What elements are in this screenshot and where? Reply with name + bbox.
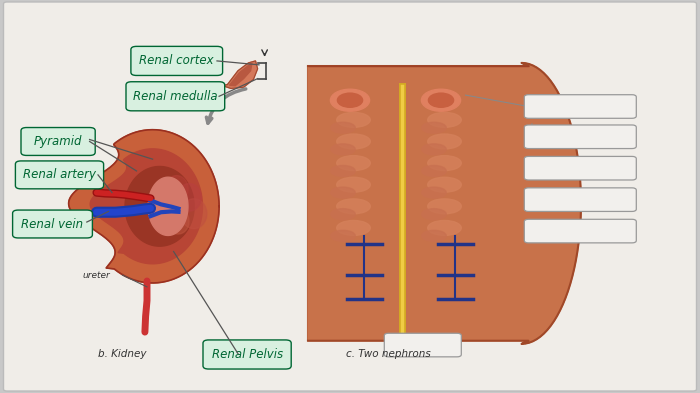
Polygon shape: [181, 199, 207, 229]
Polygon shape: [308, 63, 581, 344]
Ellipse shape: [421, 122, 447, 133]
Polygon shape: [167, 209, 189, 234]
Polygon shape: [230, 63, 252, 86]
Ellipse shape: [421, 165, 447, 176]
Polygon shape: [223, 61, 258, 88]
FancyBboxPatch shape: [13, 210, 92, 238]
Text: Renal artery: Renal artery: [23, 168, 96, 182]
Ellipse shape: [428, 134, 461, 149]
Ellipse shape: [428, 156, 461, 171]
Ellipse shape: [337, 112, 370, 127]
Polygon shape: [69, 130, 219, 283]
Circle shape: [330, 89, 370, 111]
Ellipse shape: [421, 144, 447, 155]
FancyBboxPatch shape: [524, 125, 636, 149]
Ellipse shape: [330, 122, 355, 133]
Circle shape: [421, 89, 461, 111]
Text: Renal vein: Renal vein: [22, 217, 83, 231]
FancyBboxPatch shape: [524, 219, 636, 243]
Text: c. Two nephrons: c. Two nephrons: [346, 349, 431, 360]
Ellipse shape: [428, 177, 461, 192]
Ellipse shape: [421, 187, 447, 198]
Ellipse shape: [330, 144, 355, 155]
FancyBboxPatch shape: [21, 127, 95, 155]
FancyBboxPatch shape: [15, 161, 104, 189]
Polygon shape: [165, 176, 188, 202]
FancyBboxPatch shape: [126, 82, 225, 111]
FancyBboxPatch shape: [4, 2, 696, 391]
Ellipse shape: [330, 209, 355, 220]
Text: b. Kidney: b. Kidney: [98, 349, 147, 360]
Ellipse shape: [337, 199, 370, 214]
Text: ureter: ureter: [83, 272, 111, 280]
Ellipse shape: [330, 165, 355, 176]
Ellipse shape: [428, 112, 461, 127]
FancyBboxPatch shape: [203, 340, 291, 369]
Polygon shape: [148, 177, 188, 235]
Polygon shape: [177, 184, 202, 211]
Ellipse shape: [428, 220, 461, 235]
Ellipse shape: [421, 230, 447, 241]
Text: Renal medulla: Renal medulla: [133, 90, 218, 103]
Polygon shape: [308, 67, 542, 340]
Text: Renal cortex: Renal cortex: [139, 54, 214, 68]
Circle shape: [428, 93, 454, 107]
Ellipse shape: [337, 156, 370, 171]
Text: Renal Pelvis: Renal Pelvis: [211, 348, 283, 361]
Ellipse shape: [337, 177, 370, 192]
Ellipse shape: [421, 209, 447, 220]
Ellipse shape: [337, 220, 370, 235]
Polygon shape: [90, 149, 202, 264]
FancyBboxPatch shape: [524, 95, 636, 118]
Ellipse shape: [330, 230, 355, 241]
FancyBboxPatch shape: [384, 333, 461, 357]
FancyBboxPatch shape: [524, 188, 636, 211]
Ellipse shape: [428, 199, 461, 214]
FancyBboxPatch shape: [131, 46, 223, 75]
Polygon shape: [125, 167, 194, 246]
Text: Pyramid: Pyramid: [34, 135, 83, 148]
Circle shape: [337, 93, 363, 107]
Ellipse shape: [330, 187, 355, 198]
FancyBboxPatch shape: [524, 156, 636, 180]
Ellipse shape: [337, 134, 370, 149]
